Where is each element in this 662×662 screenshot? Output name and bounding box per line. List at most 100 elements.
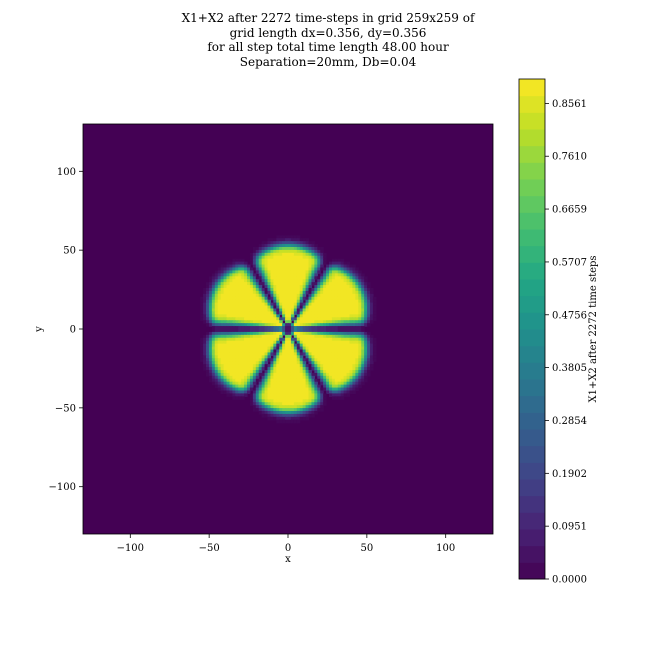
heatmap-cell	[261, 311, 266, 315]
heatmap-cell	[290, 285, 295, 289]
heatmap-cell	[320, 317, 324, 321]
heatmap-cell	[320, 296, 324, 301]
heatmap-cell	[267, 244, 272, 248]
heatmap-cell	[299, 340, 304, 345]
heatmap-cell	[358, 293, 362, 298]
heatmap-cell	[329, 326, 333, 330]
heatmap-cell	[288, 311, 292, 315]
heatmap-cell	[285, 320, 289, 324]
heatmap-cell	[247, 305, 251, 310]
heatmap-cell	[223, 285, 228, 289]
heatmap-cell	[206, 296, 210, 301]
heatmap-cell	[367, 305, 371, 310]
heatmap-cell	[293, 352, 298, 356]
heatmap-cell	[296, 276, 301, 280]
heatmap-cell	[305, 326, 310, 330]
heatmap-cell	[226, 323, 231, 327]
heatmap-cell	[249, 279, 254, 283]
heatmap-cell	[337, 370, 342, 374]
heatmap-cell	[346, 393, 351, 397]
heatmap-cell	[282, 399, 286, 403]
heatmap-cell	[308, 241, 313, 245]
heatmap-cell	[308, 320, 313, 324]
heatmap-cell	[314, 317, 318, 321]
heatmap-cell	[314, 370, 318, 374]
heatmap-cell	[258, 302, 263, 307]
heatmap-cell	[229, 390, 233, 395]
heatmap-cell	[235, 343, 239, 348]
heatmap-cell	[308, 361, 313, 365]
heatmap-cell	[364, 302, 368, 307]
heatmap-cell	[208, 302, 213, 307]
heatmap-cell	[305, 367, 310, 371]
heatmap-cell	[296, 355, 301, 359]
heatmap-cell	[317, 285, 321, 289]
heatmap-cell	[311, 349, 315, 354]
heatmap-cell	[252, 399, 257, 403]
heatmap-cell	[285, 358, 289, 362]
heatmap-cell	[331, 346, 336, 351]
colorbar-segment	[519, 245, 545, 263]
heatmap-cell	[299, 320, 304, 324]
heatmap-cell	[340, 296, 345, 301]
heatmap-cell	[329, 282, 333, 286]
heatmap-cell	[334, 358, 339, 362]
heatmap-cell	[252, 367, 257, 371]
x-axis: −100 −50 0 50 100	[117, 534, 455, 554]
heatmap-cell	[229, 261, 233, 266]
heatmap-cell	[249, 358, 254, 362]
heatmap-cell	[293, 255, 298, 260]
heatmap-cell	[200, 317, 204, 321]
heatmap-cell	[290, 296, 295, 301]
heatmap-cell	[334, 279, 339, 283]
heatmap-cell	[273, 282, 277, 286]
heatmap-cell	[255, 378, 260, 383]
heatmap-cell	[267, 282, 272, 286]
heatmap-cell	[337, 293, 342, 298]
heatmap-cell	[247, 302, 251, 307]
heatmap-cell	[314, 355, 318, 359]
heatmap-cell	[343, 261, 348, 266]
heatmap-cell	[264, 358, 269, 362]
heatmap-cell	[311, 399, 315, 403]
heatmap-cell	[264, 393, 269, 397]
title-line-1: X1+X2 after 2272 time-steps in grid 259x…	[181, 11, 475, 25]
heatmap-cell	[229, 381, 233, 386]
heatmap-cell	[331, 285, 336, 289]
heatmap-cell	[290, 302, 295, 307]
heatmap-cell	[282, 378, 286, 383]
heatmap-cell	[249, 255, 254, 260]
heatmap-cell	[334, 387, 339, 392]
heatmap-cell	[337, 355, 342, 359]
heatmap-cell	[364, 311, 368, 315]
heatmap-cell	[296, 323, 301, 327]
heatmap-cell	[361, 326, 365, 330]
heatmap-cell	[238, 331, 242, 336]
heatmap-cell	[247, 288, 251, 292]
heatmap-cell	[270, 393, 274, 397]
heatmap-cell	[226, 273, 231, 277]
heatmap-cell	[352, 329, 356, 333]
x-tick-label: −100	[117, 543, 144, 554]
heatmap-cell	[255, 355, 260, 359]
heatmap-cell	[279, 411, 283, 415]
heatmap-cell	[273, 252, 277, 257]
heatmap-cell	[203, 299, 207, 304]
heatmap-cell	[247, 331, 251, 336]
heatmap-cell	[220, 320, 225, 324]
heatmap-cell	[290, 393, 295, 397]
heatmap-cell	[302, 261, 307, 266]
heatmap-cell	[211, 331, 216, 336]
heatmap-cell	[261, 244, 266, 248]
heatmap-cell	[337, 329, 342, 333]
heatmap-cell	[270, 282, 274, 286]
heatmap-cell	[276, 405, 280, 409]
heatmap-cell	[361, 308, 365, 313]
heatmap-cell	[285, 396, 289, 400]
heatmap-cell	[264, 299, 269, 304]
heatmap-cell	[329, 308, 333, 313]
y-tick-label: 100	[57, 167, 76, 178]
heatmap-cell	[334, 340, 339, 345]
heatmap-cell	[214, 326, 219, 330]
heatmap-cell	[320, 323, 324, 327]
